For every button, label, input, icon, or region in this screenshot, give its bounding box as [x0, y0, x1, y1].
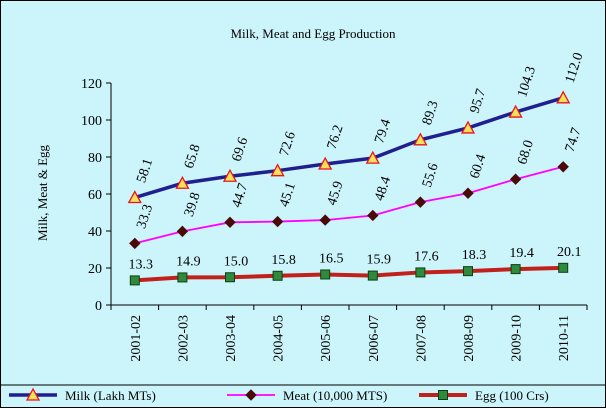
data-point-square [320, 269, 331, 280]
data-label: 33.3 [134, 203, 156, 231]
data-label: 14.9 [176, 254, 201, 269]
data-label: 76.2 [325, 123, 347, 151]
data-point-diamond [509, 173, 522, 185]
y-tick-label: 40 [88, 225, 102, 240]
data-label: 45.1 [277, 181, 299, 209]
x-tick-label: 2008-09 [462, 315, 477, 362]
data-label: 18.3 [462, 248, 487, 263]
data-label: 74.7 [563, 126, 585, 154]
data-point-square [415, 267, 426, 278]
x-tick-label: 2006-07 [367, 315, 382, 362]
data-point-square [463, 266, 473, 277]
data-label: 89.3 [420, 99, 442, 127]
data-label: 16.5 [319, 251, 344, 266]
data-point-triangle [222, 168, 238, 182]
data-point-triangle [556, 90, 571, 104]
data-label: 112.0 [563, 51, 587, 85]
data-label: 79.4 [372, 117, 394, 145]
y-tick-label: 100 [81, 114, 102, 129]
x-tick-label: 2003-04 [224, 315, 239, 362]
data-label: 60.4 [468, 153, 490, 181]
data-label: 55.6 [420, 161, 442, 189]
data-label: 95.7 [468, 87, 490, 115]
data-label: 13.3 [129, 257, 154, 272]
data-label: 45.9 [325, 179, 347, 207]
y-tick-label: 80 [88, 151, 102, 166]
data-point-diamond [414, 196, 427, 208]
data-point-square [438, 390, 448, 400]
y-tick-label: 120 [81, 77, 102, 92]
data-label: 44.7 [230, 182, 252, 210]
data-point-triangle [365, 150, 380, 164]
data-point-triangle [508, 104, 523, 118]
data-point-triangle [127, 190, 142, 204]
data-label: 48.4 [372, 175, 394, 203]
data-label: 17.6 [414, 249, 439, 264]
x-tick-label: 2010-11 [557, 315, 572, 361]
x-tick-label: 2005-06 [319, 315, 334, 362]
y-tick-label: 20 [88, 262, 102, 277]
data-point-triangle [25, 387, 41, 401]
series-line [134, 165, 564, 245]
chart-title: Milk, Meat and Egg Production [230, 26, 396, 41]
x-tick-label: 2001-02 [129, 315, 144, 362]
data-label: 15.9 [367, 253, 392, 268]
data-label: 65.8 [182, 143, 204, 171]
series-line [134, 265, 564, 283]
data-point-diamond [319, 214, 331, 226]
data-point-triangle [175, 175, 190, 189]
data-point-triangle [413, 132, 428, 146]
data-label: 15.0 [224, 254, 249, 269]
data-point-diamond [367, 209, 379, 222]
plot-area: 0 20 40 60 80 100 120 2001-02 2002-03 2003-04 2004… [81, 51, 588, 362]
data-point-diamond [224, 216, 236, 229]
data-point-diamond [557, 161, 569, 173]
data-label: 58.1 [134, 157, 156, 185]
legend: Milk (Lakh MTs) Meat (10,000 MTS) Egg (100… [1, 384, 605, 403]
data-label: 15.8 [271, 253, 296, 268]
data-label: 20.1 [557, 245, 582, 260]
data-point-square [129, 275, 140, 286]
data-point-square [367, 270, 378, 281]
x-tick-label: 2004-05 [272, 315, 287, 362]
legend-label: Milk (Lakh MTs) [65, 388, 156, 403]
series-line [134, 96, 564, 200]
x-tick-label: 2009-10 [510, 315, 525, 362]
data-point-square [558, 262, 569, 273]
data-point-diamond [176, 225, 189, 238]
data-point-diamond [129, 237, 141, 250]
data-point-diamond [245, 389, 257, 401]
data-point-square [272, 270, 283, 281]
x-tick-label: 2007-08 [414, 315, 429, 362]
data-label: 72.6 [277, 130, 299, 158]
data-point-square [177, 272, 188, 283]
data-point-diamond [271, 215, 284, 228]
data-point-triangle [270, 163, 285, 177]
data-point-triangle [318, 156, 333, 170]
y-tick-label: 0 [95, 299, 102, 314]
legend-label: Egg (100 Crs) [475, 388, 549, 403]
data-point-square [225, 272, 235, 283]
y-axis-label: Milk, Meat & Egg [35, 144, 50, 241]
data-point-triangle [460, 120, 476, 134]
data-label: 69.6 [230, 136, 252, 164]
data-label: 19.4 [509, 246, 534, 261]
y-tick-label: 60 [88, 188, 102, 203]
data-point-diamond [462, 187, 474, 199]
legend-label: Meat (10,000 MTS) [283, 388, 387, 403]
data-point-square [510, 264, 521, 275]
data-label: 39.8 [182, 191, 204, 219]
data-label: 68.0 [515, 138, 537, 166]
data-label: 104.3 [515, 65, 539, 100]
x-tick-label: 2002-03 [176, 315, 191, 362]
